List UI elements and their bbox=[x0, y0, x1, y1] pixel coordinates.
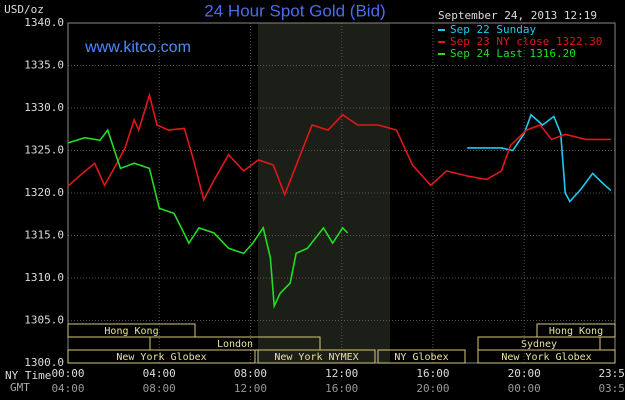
x-tick-label: 00:00 bbox=[51, 367, 84, 380]
legend-label: Sep 24 Last 1316.20 bbox=[450, 47, 576, 60]
series-line bbox=[467, 113, 612, 203]
x2-tick-label: 20:00 bbox=[416, 382, 449, 395]
x2-tick-label: 03:59 bbox=[598, 382, 625, 395]
session-label: NY Globex bbox=[394, 352, 448, 363]
y-tick-label: 1320.0 bbox=[24, 186, 64, 199]
session-box bbox=[377, 349, 466, 364]
x-axis-label: NY Time bbox=[5, 369, 51, 382]
x2-tick-label: 12:00 bbox=[234, 382, 267, 395]
y-tick-label: 1335.0 bbox=[24, 59, 64, 72]
series-line bbox=[67, 128, 349, 310]
session-label: New York Globex bbox=[116, 352, 206, 363]
legend-label: Sep 22 Sunday bbox=[450, 23, 536, 36]
x-tick-label: 23:59 bbox=[598, 367, 625, 380]
x-tick-label: 20:00 bbox=[508, 367, 541, 380]
website: www.kitco.com bbox=[84, 39, 191, 56]
x2-tick-label: 04:00 bbox=[51, 382, 84, 395]
session-label: London bbox=[217, 339, 253, 350]
y-tick-label: 1300.0 bbox=[24, 356, 64, 369]
series-line bbox=[67, 92, 611, 203]
session-label: Sydney bbox=[521, 339, 557, 350]
y-tick-label: 1325.0 bbox=[24, 144, 64, 157]
session-label: Hong Kong bbox=[104, 326, 158, 337]
x-tick-label: 04:00 bbox=[143, 367, 176, 380]
session-label: Hong Kong bbox=[549, 326, 603, 337]
session-box bbox=[257, 349, 376, 364]
legend-label: Sep 23 NY close 1322.30 bbox=[450, 35, 602, 48]
x2-tick-label: 16:00 bbox=[325, 382, 358, 395]
chart-title: 24 Hour Spot Gold (Bid) bbox=[204, 1, 385, 20]
legend-title: September 24, 2013 12:19 bbox=[438, 9, 597, 22]
y-tick-label: 1315.0 bbox=[24, 229, 64, 242]
y-tick-label: 1305.0 bbox=[24, 314, 64, 327]
y-tick-label: 1340.0 bbox=[24, 16, 64, 29]
x-tick-label: 08:00 bbox=[234, 367, 267, 380]
y-axis-label: USD/oz bbox=[4, 3, 44, 16]
x2-tick-label: 00:00 bbox=[508, 382, 541, 395]
session-box bbox=[67, 323, 196, 338]
legend bbox=[432, 5, 615, 61]
y-tick-label: 1330.0 bbox=[24, 101, 64, 114]
x-tick-label: 16:00 bbox=[416, 367, 449, 380]
session-box bbox=[477, 349, 616, 364]
session-label: New York NYMEX bbox=[274, 352, 358, 363]
x2-tick-label: 08:00 bbox=[143, 382, 176, 395]
session-box bbox=[67, 349, 256, 364]
x-tick-label: 12:00 bbox=[325, 367, 358, 380]
x2-axis-label: GMT bbox=[10, 381, 30, 394]
session-label: New York Globex bbox=[501, 352, 591, 363]
y-tick-label: 1310.0 bbox=[24, 271, 64, 284]
